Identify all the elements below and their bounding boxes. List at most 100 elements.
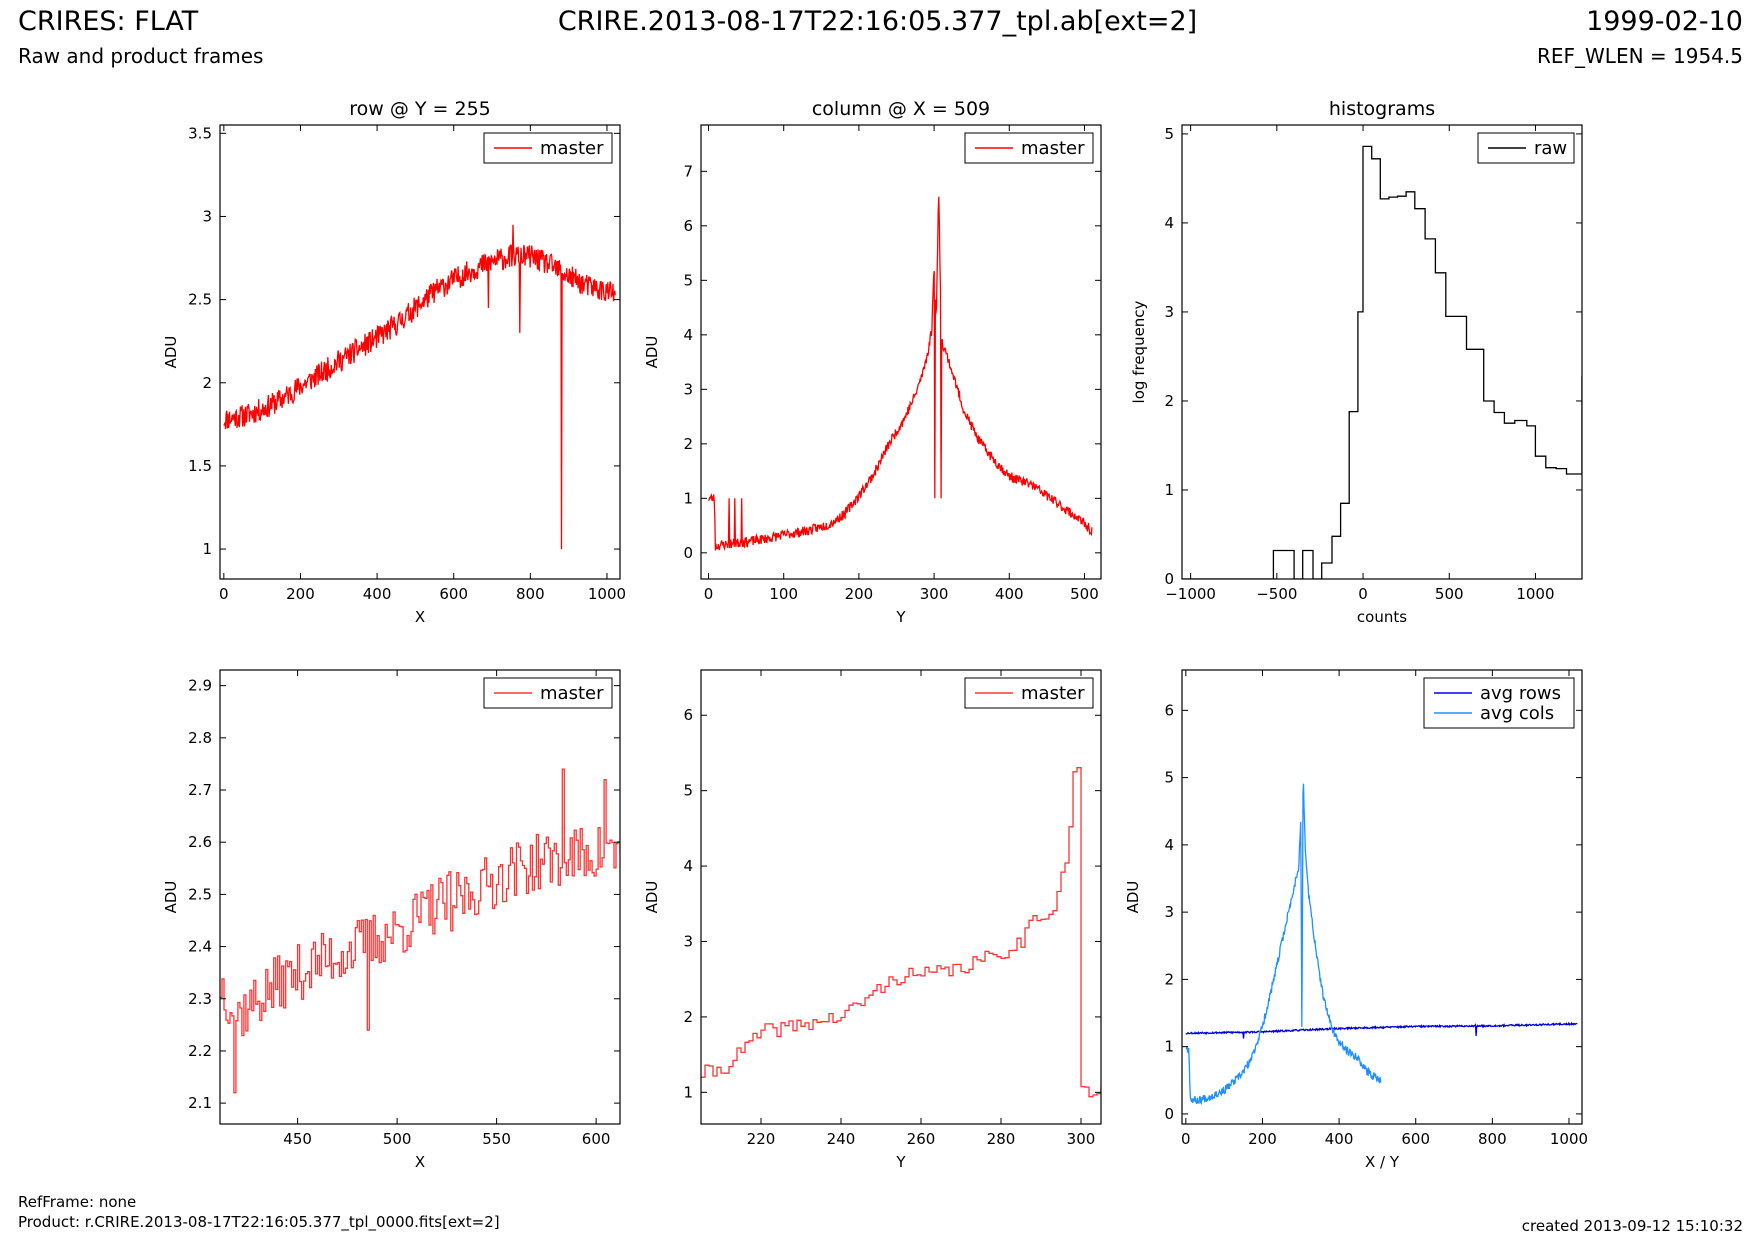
- legend: master: [483, 677, 613, 709]
- x-axis-label: X / Y: [1365, 1153, 1400, 1171]
- y-tick-label: 2: [683, 1008, 693, 1026]
- legend-label: master: [1021, 683, 1085, 704]
- refframe-label: RefFrame: none: [18, 1193, 137, 1211]
- y-tick-label: 1: [202, 540, 212, 558]
- y-axis-label: ADU: [1124, 881, 1142, 914]
- x-tick-label: 450: [283, 1130, 312, 1148]
- x-tick-label: 800: [516, 585, 545, 603]
- series-line-1: [707, 196, 1093, 552]
- x-tick-label: 1000: [588, 585, 626, 603]
- x-tick-label: 1000: [1516, 585, 1554, 603]
- y-axis-label: log frequency: [1130, 300, 1148, 403]
- x-tick-label: 0: [219, 585, 229, 603]
- y-tick-label: 7: [683, 162, 693, 180]
- y-tick-label: 2: [683, 435, 693, 453]
- x-tick-label: 280: [987, 1130, 1016, 1148]
- y-tick-label: 5: [1164, 769, 1174, 787]
- y-tick-label: 1: [683, 1083, 693, 1101]
- plot-frame: [1181, 669, 1583, 1125]
- plot-frame: [700, 669, 1102, 1125]
- y-tick-label: 5: [683, 782, 693, 800]
- x-tick-label: 240: [827, 1130, 856, 1148]
- x-tick-label: 550: [482, 1130, 511, 1148]
- y-tick-label: 2.6: [188, 833, 212, 851]
- y-tick-label: 5: [1164, 125, 1174, 143]
- plot-area: [701, 125, 1101, 579]
- y-tick-label: 2.2: [188, 1042, 212, 1060]
- panel-title: column @ X = 509: [812, 98, 990, 120]
- chart-panel-4: 450 500 550 600 2.1 2.2 2.3 2.4 2.5 2.6 2.7 2.8 2.9 X…: [162, 669, 621, 1171]
- legend-label: raw: [1534, 138, 1567, 159]
- x-tick-label: 400: [363, 585, 392, 603]
- y-tick-label: 2.5: [188, 291, 212, 309]
- x-tick-label: −500: [1256, 585, 1297, 603]
- x-tick-label: 1000: [1550, 1130, 1588, 1148]
- y-tick-label: 3: [1164, 903, 1174, 921]
- series-line-2: [1185, 783, 1382, 1106]
- y-tick-label: 3: [1164, 303, 1174, 321]
- chart-panel-6: 0 200 400 600 800 1000 0 1 2 3 4 5 6 X / Y ADU avg rows…: [1124, 669, 1588, 1171]
- date-label: 1999-02-10: [1586, 6, 1743, 37]
- series-line-1: [1182, 145, 1582, 579]
- y-tick-label: 2: [1164, 392, 1174, 410]
- x-axis-label: Y: [895, 608, 906, 626]
- legend-label: avg rows: [1480, 683, 1561, 704]
- x-tick-label: 500: [1435, 585, 1464, 603]
- created-label: created 2013-09-12 15:10:32: [1521, 1217, 1743, 1235]
- plot-area: [701, 670, 1101, 1124]
- plot-frame: [219, 669, 621, 1125]
- x-axis-label: counts: [1357, 608, 1407, 626]
- x-tick-label: 0: [1181, 1130, 1191, 1148]
- file-name: CRIRE.2013-08-17T22:16:05.377_tpl.ab[ext…: [557, 6, 1198, 37]
- x-tick-label: 200: [286, 585, 315, 603]
- chart-panel-1: 0 200 400 600 800 1000 1 1.5 2 2.5 3 3.5 row @ Y = 2…: [162, 98, 626, 626]
- y-tick-label: 3: [683, 932, 693, 950]
- plot-area: [1182, 670, 1582, 1124]
- legend: master: [964, 677, 1094, 709]
- y-tick-label: 2.1: [188, 1094, 212, 1112]
- plot-area: [220, 670, 620, 1124]
- y-tick-label: 4: [1164, 214, 1174, 232]
- x-tick-label: 800: [1478, 1130, 1507, 1148]
- x-tick-label: 600: [439, 585, 468, 603]
- y-tick-label: 5: [683, 271, 693, 289]
- y-tick-label: 4: [683, 326, 693, 344]
- x-axis-label: X: [415, 1153, 425, 1171]
- page-title: CRIRES: FLAT: [18, 6, 199, 37]
- y-tick-label: 4: [683, 857, 693, 875]
- y-tick-label: 2.3: [188, 990, 212, 1008]
- legend: master: [964, 132, 1094, 164]
- x-tick-label: 400: [1325, 1130, 1354, 1148]
- x-tick-label: −1000: [1165, 585, 1216, 603]
- plot-frame: [219, 124, 621, 580]
- series-line-1: [223, 224, 616, 550]
- y-tick-label: 6: [1164, 701, 1174, 719]
- legend-label: master: [1021, 138, 1085, 159]
- x-tick-label: 100: [769, 585, 798, 603]
- x-tick-label: 600: [582, 1130, 611, 1148]
- y-tick-label: 6: [683, 217, 693, 235]
- y-tick-label: 0: [1164, 1105, 1174, 1123]
- x-tick-label: 600: [1401, 1130, 1430, 1148]
- x-axis-label: X: [415, 608, 425, 626]
- x-tick-label: 200: [1248, 1130, 1277, 1148]
- y-tick-label: 1.5: [188, 457, 212, 475]
- y-tick-label: 2.8: [188, 729, 212, 747]
- plot-frame: [700, 124, 1102, 580]
- legend-box: [1423, 677, 1575, 729]
- y-tick-label: 1: [1164, 481, 1174, 499]
- series-line-1: [1185, 1021, 1578, 1039]
- page-subtitle: Raw and product frames: [18, 44, 264, 68]
- y-tick-label: 2: [202, 374, 212, 392]
- x-tick-label: 0: [1358, 585, 1368, 603]
- plot-area: [1182, 125, 1582, 579]
- chart-panel-5: 220 240 260 280 300 1 2 3 4 5 6 Y ADU master: [643, 669, 1102, 1171]
- series-line-1: [701, 767, 1101, 1098]
- panel-title: histograms: [1329, 98, 1435, 120]
- y-tick-label: 1: [683, 489, 693, 507]
- x-tick-label: 500: [383, 1130, 412, 1148]
- legend-label: master: [540, 683, 604, 704]
- y-tick-label: 2.4: [188, 938, 212, 956]
- y-tick-label: 3: [683, 380, 693, 398]
